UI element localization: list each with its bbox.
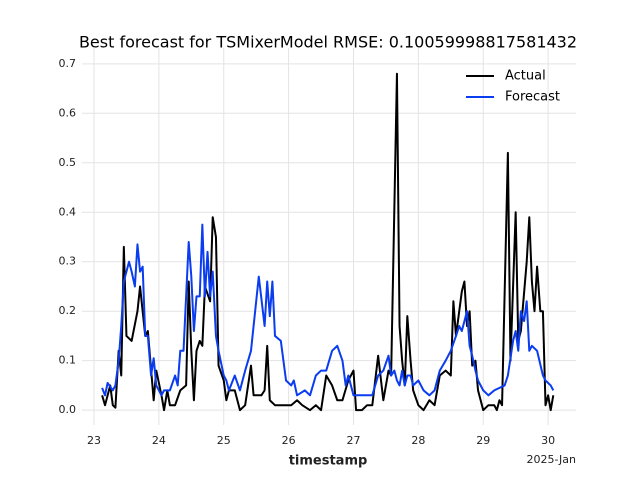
y-tick-label: 0.3 [59,255,77,268]
series-line [101,223,555,397]
legend-label: Actual [505,69,546,84]
y-tick-label: 0.2 [59,304,77,317]
y-tick-label: 0.7 [59,57,77,70]
x-tick-label: 28 [411,434,425,447]
x-offset-label: 2025-Jan [526,453,576,466]
y-tick-label: 0.0 [59,403,77,416]
x-tick-label: 24 [152,434,166,447]
x-tick-label: 26 [282,434,296,447]
y-tick-label: 0.6 [59,106,77,119]
x-tick-label: 25 [217,434,231,447]
chart-title: Best forecast for TSMixerModel RMSE: 0.1… [79,33,577,52]
series-line [101,72,555,412]
legend-label: Forecast [505,90,560,105]
y-tick-label: 0.5 [59,156,77,169]
x-axis-label: timestamp [289,454,368,469]
x-tick-label: 23 [87,434,101,447]
x-tick-label: 29 [476,434,490,447]
y-tick-label: 0.1 [59,354,77,367]
y-tick-label: 0.4 [59,205,77,218]
x-tick-label: 27 [346,434,360,447]
x-tick-label: 30 [541,434,555,447]
